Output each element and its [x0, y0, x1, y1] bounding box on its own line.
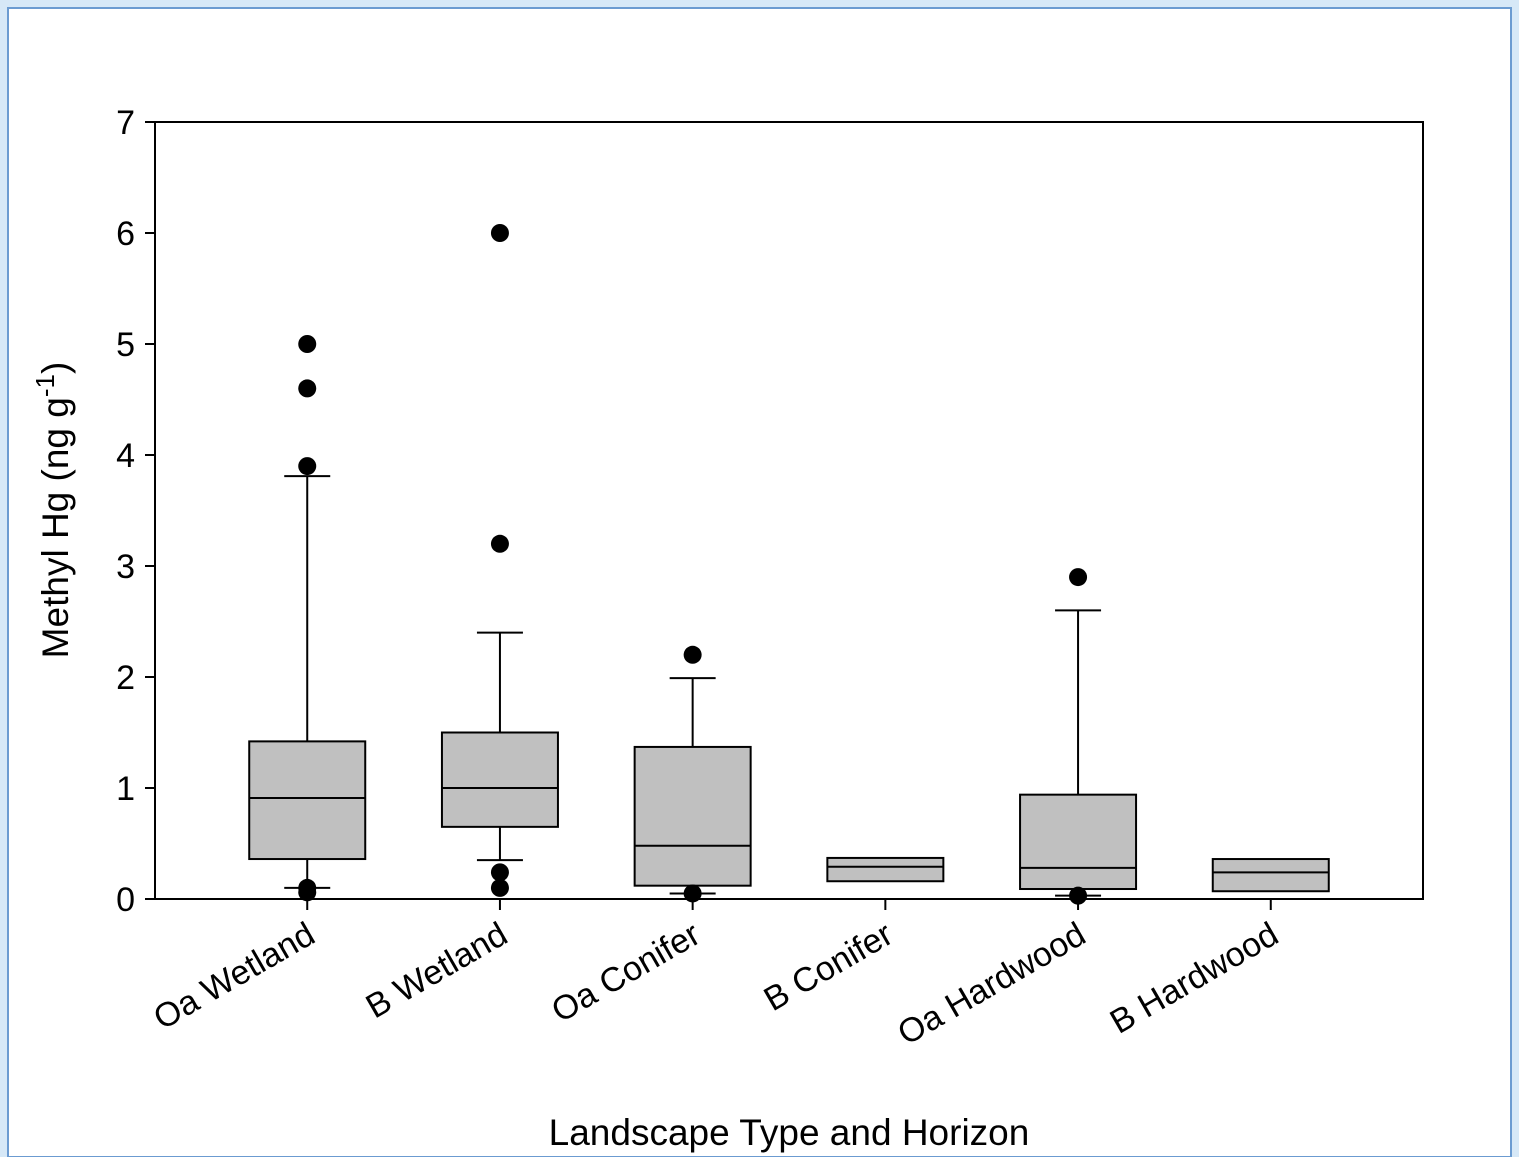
outlier	[298, 883, 317, 902]
outlier	[298, 457, 317, 476]
y-axis-label: Methyl Hg (ng g-1)	[30, 362, 76, 659]
outlier	[298, 335, 317, 353]
box	[440, 731, 559, 828]
y-tick-label: 7	[116, 104, 135, 142]
y-tick-label: 6	[116, 215, 135, 253]
y-tick-label: 2	[116, 659, 135, 697]
plot-frame	[154, 121, 1424, 900]
y-axis-label-superscript: -1	[30, 374, 60, 397]
y-axis-label-end: )	[35, 362, 76, 374]
box	[1211, 858, 1330, 893]
outlier	[683, 884, 702, 903]
outlier	[1069, 568, 1088, 587]
y-axis-label-text: Methyl Hg (ng g	[35, 397, 76, 658]
chart-background	[7, 7, 1512, 1157]
y-tick-label: 5	[116, 326, 135, 364]
outlier	[490, 224, 509, 242]
y-tick-label: 0	[116, 881, 135, 919]
y-tick-label: 1	[116, 770, 135, 808]
outlier	[490, 878, 509, 897]
y-tick-label: 3	[116, 548, 135, 586]
outlier	[683, 645, 702, 664]
outlier	[298, 379, 317, 398]
box	[633, 745, 752, 887]
outlier	[490, 534, 509, 553]
outlier	[490, 863, 509, 882]
box	[1019, 793, 1138, 891]
outlier	[1069, 886, 1088, 905]
y-tick-label: 4	[116, 437, 135, 475]
box	[826, 856, 945, 883]
x-axis-label: Landscape Type and Horizon	[549, 1112, 1030, 1153]
box	[248, 740, 367, 861]
